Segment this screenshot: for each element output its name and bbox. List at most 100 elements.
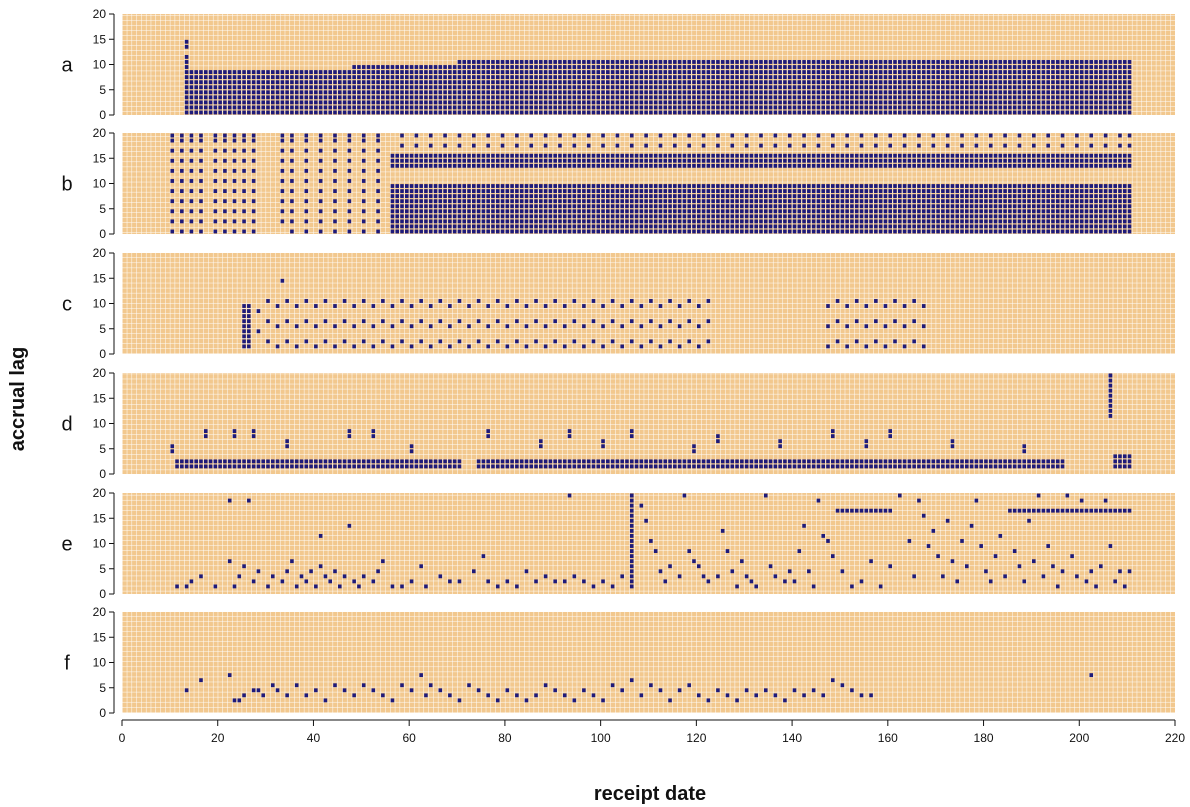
cell [984, 110, 988, 115]
cell [242, 314, 246, 319]
cell [668, 65, 672, 69]
cell [409, 344, 414, 349]
cell [945, 229, 950, 234]
cell [572, 464, 577, 469]
cell [974, 60, 979, 64]
cell [390, 65, 395, 69]
cell [826, 110, 830, 115]
cell [931, 199, 936, 204]
cell [572, 339, 577, 344]
cell [414, 464, 419, 469]
cell [1032, 204, 1036, 209]
cell [1065, 153, 1070, 158]
cell [993, 70, 998, 74]
cell [893, 153, 897, 158]
cell [1012, 60, 1017, 64]
cell [1012, 464, 1017, 469]
cell [740, 65, 744, 69]
cell [443, 158, 447, 163]
cell [835, 214, 840, 219]
cell [567, 90, 572, 95]
cell [323, 105, 328, 110]
cell [242, 100, 246, 105]
cell [562, 324, 567, 329]
cell [304, 158, 309, 163]
cell [476, 75, 481, 80]
cell [960, 204, 964, 209]
cell [807, 194, 811, 199]
cell [194, 459, 198, 464]
cell [974, 70, 979, 74]
cell [850, 65, 854, 69]
cell [1089, 65, 1094, 69]
cell [677, 304, 682, 308]
cell [582, 60, 586, 64]
cell [189, 105, 194, 110]
cell [495, 229, 500, 234]
cell [318, 133, 323, 138]
cell [897, 163, 902, 168]
cell [735, 90, 739, 95]
cell [615, 153, 620, 158]
cell [481, 60, 486, 64]
cell [428, 163, 433, 168]
cell [629, 65, 634, 69]
cell [921, 229, 926, 234]
cell [773, 105, 778, 110]
cell [902, 105, 907, 110]
cell [438, 85, 443, 90]
cell [869, 224, 873, 229]
cell [917, 60, 921, 64]
cell [515, 105, 519, 110]
cell [424, 105, 428, 110]
cell [170, 199, 175, 204]
cell [687, 60, 691, 64]
cell [443, 105, 447, 110]
cell [572, 163, 577, 168]
cell [615, 219, 620, 224]
cell [668, 90, 672, 95]
cell [404, 153, 409, 158]
cell [965, 194, 969, 199]
cell [553, 100, 557, 105]
cell [1046, 80, 1050, 85]
cell [1099, 194, 1103, 199]
cell [572, 184, 577, 188]
cell [543, 214, 548, 219]
cell [443, 199, 447, 204]
cell [567, 65, 572, 69]
cell [926, 163, 931, 168]
cell [663, 219, 668, 224]
cell [783, 70, 787, 74]
cell [897, 229, 902, 234]
cell [1108, 199, 1113, 204]
cell [840, 80, 845, 85]
cell [318, 229, 323, 234]
panel-cells [184, 39, 1132, 115]
cell [352, 90, 356, 95]
cell [495, 219, 500, 224]
cell [945, 224, 950, 229]
cell [1055, 80, 1060, 85]
cell [668, 85, 672, 90]
cell [811, 95, 816, 100]
cell [237, 464, 242, 469]
cell [835, 85, 840, 90]
cell [510, 85, 514, 90]
cell [433, 464, 438, 469]
cell [457, 184, 462, 188]
cell [486, 189, 490, 193]
cell [1103, 153, 1108, 158]
cell [1022, 194, 1027, 199]
cell [854, 110, 859, 115]
cell [486, 60, 490, 64]
cell [232, 70, 237, 74]
cell [414, 95, 419, 100]
cell [1055, 60, 1060, 64]
cell [993, 219, 998, 224]
cell [893, 100, 897, 105]
cell [773, 60, 778, 64]
cell [242, 95, 246, 100]
cell [720, 184, 725, 188]
cell [476, 219, 481, 224]
